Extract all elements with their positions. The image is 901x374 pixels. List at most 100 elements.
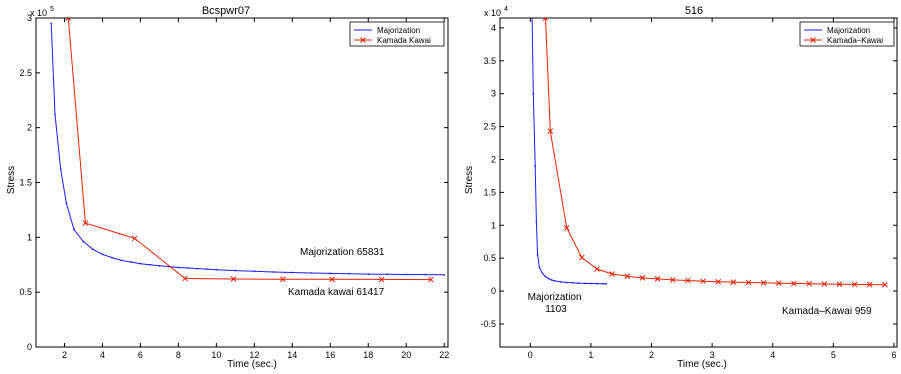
x-tick-label: 0 [528,350,533,360]
x-tick-label: 1 [588,350,593,360]
data-point [82,240,85,243]
data-point [177,266,180,269]
y-tick-label: 2.5 [483,122,496,132]
legend-label-majorization: Majorization [827,26,870,35]
x-tick-label: 4 [100,350,105,360]
y-tick-label: 3 [491,89,496,99]
legend-marker-kamada-kawai [360,37,366,43]
data-point [50,22,53,25]
exponent-label: x 10 5 [30,6,54,18]
data-point [120,259,123,262]
data-point [65,202,68,205]
data-point [92,248,94,251]
data-point [73,228,75,231]
y-tick-label: 3 [27,13,32,23]
data-point [234,269,237,272]
data-point [59,168,62,171]
svg-text:4: 4 [504,6,508,13]
data-point [700,278,706,285]
data-point [547,128,554,135]
data-point [535,221,538,223]
data-point [205,268,208,271]
data-point [111,256,113,259]
data-point [367,273,370,275]
data-point [559,280,562,283]
y-tick-label: 1 [491,220,496,230]
data-point [531,18,534,19]
plot-frame [499,17,898,348]
series-majorization [50,22,446,276]
data-point [329,276,336,283]
data-point [602,282,604,285]
data-point [866,281,873,288]
data-point [685,277,691,284]
data-point [158,264,161,267]
data-point [182,275,188,282]
data-point [669,277,676,283]
data-point [149,263,151,266]
data-point [443,273,446,276]
data-point [553,279,556,282]
y-tick-label: 2 [491,154,496,164]
x-tick-label: 5 [831,350,836,360]
data-point [609,271,615,277]
data-point [806,280,812,287]
data-point [654,276,661,282]
legend: Majorization Kamada Kawai [349,21,445,47]
data-point [639,275,646,281]
data-point [536,253,539,256]
data-point [424,273,427,276]
y-tick-label: 0.5 [483,253,496,263]
data-point [291,271,294,274]
data-point [760,279,767,286]
x-tick-label: 8 [176,350,181,360]
data-point [882,281,888,288]
data-point [101,253,104,256]
svg-text:x 10: x 10 [30,8,47,18]
data-point [550,278,553,281]
data-point [565,281,568,284]
series-kamada-kawai [542,18,888,288]
data-point [583,282,586,285]
data-point [405,273,408,276]
data-point [715,278,722,285]
legend-label-kamada-kawai: Kamada Kawai [377,36,431,45]
data-point [386,273,389,276]
y-tick-label: -0.5 [480,319,496,329]
x-tick-label: 3 [710,350,715,360]
legend-label-majorization: Majorization [377,26,420,35]
x-axis-label: Time (sec.) [677,359,727,370]
data-point [775,280,782,287]
y-tick-label: 2.5 [19,68,32,78]
axis-ticks: 2 4 6 8 10 12 14 16 18 20 22 0 0.5 1 1.5 2 2.5 3 [19,13,449,360]
data-point [624,273,631,280]
y-tick-label: 0 [27,342,32,352]
data-point [65,18,72,21]
data-point [54,113,56,116]
axis-ticks: 0 1 2 3 4 5 6 -0.5 0 0.5 1 1.5 2 2.5 3 3.5 4 [480,18,897,360]
data-point [196,267,199,270]
data-point [272,271,275,273]
x-tick-label: 2 [62,350,67,360]
data-point [578,254,585,261]
y-tick-label: 0 [491,286,496,296]
legend-marker-kamada-kawai [810,37,816,43]
data-point [605,282,607,285]
y-axis-label: Stress [464,166,475,194]
y-tick-label: 1 [27,232,32,242]
annotation-majorization: Majorization 1103 [528,292,585,315]
x-tick-label: 14 [287,350,297,360]
data-point [577,282,580,285]
y-tick-label: 2 [27,123,32,133]
data-point [139,262,142,265]
svg-text:5: 5 [50,6,54,13]
series-line [67,18,431,281]
series-group [531,18,888,288]
chart-title: 516 [685,5,703,17]
data-point [547,277,550,280]
legend-label-kamada-kawai: Kamada–Kawai [827,36,883,45]
data-point [186,267,189,269]
annotation-majorization-line1: Majorization [528,292,582,303]
data-point [253,270,256,273]
